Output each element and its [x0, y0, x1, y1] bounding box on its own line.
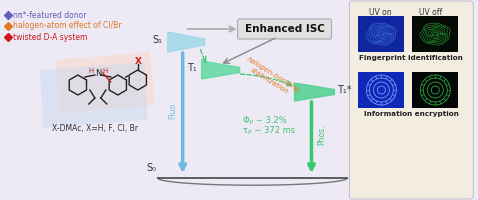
Text: Fluo.: Fluo.: [169, 101, 178, 119]
FancyBboxPatch shape: [358, 16, 404, 52]
Text: τₚ ∼ 372 ms: τₚ ∼ 372 ms: [243, 126, 295, 134]
Text: Phos.: Phos.: [317, 125, 326, 145]
Polygon shape: [294, 83, 335, 101]
Text: H: H: [88, 68, 94, 74]
Text: Fingerprint identification: Fingerprint identification: [359, 55, 463, 61]
FancyBboxPatch shape: [238, 19, 331, 39]
Text: Information encryption: Information encryption: [364, 111, 459, 117]
Text: S₁: S₁: [153, 35, 163, 45]
Polygon shape: [202, 61, 239, 79]
Text: UV off: UV off: [419, 8, 442, 17]
Polygon shape: [40, 62, 148, 128]
Text: S₀: S₀: [147, 163, 157, 173]
Text: T₁: T₁: [187, 63, 196, 73]
Text: UV on: UV on: [369, 8, 391, 17]
Text: X-DMAc, X=H, F, Cl, Br: X-DMAc, X=H, F, Cl, Br: [52, 123, 138, 132]
Polygon shape: [168, 32, 205, 52]
Polygon shape: [55, 52, 155, 113]
FancyBboxPatch shape: [413, 72, 458, 108]
Text: nπ*-featured donor: nπ*-featured donor: [13, 10, 87, 20]
Text: halogen-atom effect of Cl/Br: halogen-atom effect of Cl/Br: [13, 21, 121, 30]
Text: halogen-bonding
stabilization: halogen-bonding stabilization: [242, 56, 301, 100]
FancyBboxPatch shape: [349, 1, 473, 199]
Text: Enhanced ISC: Enhanced ISC: [245, 24, 325, 34]
Text: X: X: [135, 58, 142, 66]
FancyBboxPatch shape: [413, 16, 458, 52]
Text: T₁*: T₁*: [337, 85, 352, 95]
Text: N: N: [95, 68, 101, 77]
Text: Φₚ ∼ 3.2%: Φₚ ∼ 3.2%: [243, 116, 286, 124]
Text: twisted D-A system: twisted D-A system: [13, 32, 87, 42]
FancyBboxPatch shape: [358, 72, 404, 108]
Text: H: H: [102, 68, 108, 74]
